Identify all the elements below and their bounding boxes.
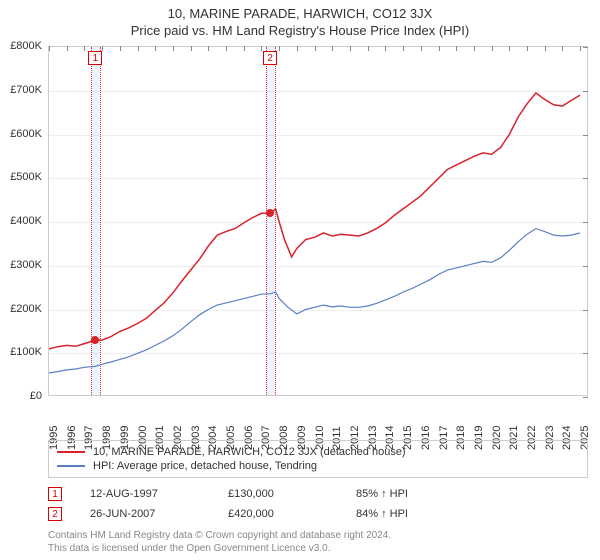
y-tick-label: £800K [10, 40, 42, 52]
legend-label: HPI: Average price, detached house, Tend… [93, 460, 317, 472]
sales-table: 1 12-AUG-1997 £130,000 85% ↑ HPI 2 26-JUN-200… [48, 484, 588, 524]
footnote-line2: This data is licensed under the Open Gov… [48, 543, 330, 554]
y-tick-label: £200K [10, 303, 42, 315]
subtitle: Price paid vs. HM Land Registry's House … [0, 23, 600, 38]
y-tick-label: £300K [10, 259, 42, 271]
sale-price: £420,000 [228, 508, 328, 520]
series-svg [49, 47, 589, 397]
series-line [49, 93, 580, 349]
y-axis-labels: £0£100K£200K£300K£400K£500K£600K£700K£80… [0, 46, 46, 396]
series-line [49, 229, 580, 373]
sale-hpi-pct: 84% ↑ HPI [356, 508, 408, 520]
legend-swatch [57, 451, 85, 453]
legend-label: 10, MARINE PARADE, HARWICH, CO12 3JX (de… [93, 446, 406, 458]
y-tick-label: £400K [10, 215, 42, 227]
x-axis-labels: 1995199619971998199920002001200220032004… [48, 398, 588, 438]
sale-price: £130,000 [228, 488, 328, 500]
y-tick-label: £100K [10, 346, 42, 358]
sale-row-marker: 2 [48, 507, 62, 521]
y-tick-label: £500K [10, 171, 42, 183]
legend-box: 10, MARINE PARADE, HARWICH, CO12 3JX (de… [48, 440, 588, 478]
sale-point [266, 209, 274, 217]
sale-row-marker: 1 [48, 487, 62, 501]
legend-swatch [57, 465, 85, 467]
legend-item: 10, MARINE PARADE, HARWICH, CO12 3JX (de… [57, 445, 579, 459]
sale-hpi-pct: 85% ↑ HPI [356, 488, 408, 500]
y-tick-label: £600K [10, 128, 42, 140]
root: 10, MARINE PARADE, HARWICH, CO12 3JX Pri… [0, 0, 600, 560]
sale-date: 12-AUG-1997 [90, 488, 200, 500]
sale-date: 26-JUN-2007 [90, 508, 200, 520]
sale-row: 2 26-JUN-2007 £420,000 84% ↑ HPI [48, 504, 588, 524]
address-title: 10, MARINE PARADE, HARWICH, CO12 3JX [0, 6, 600, 21]
sale-marker-flag: 2 [263, 51, 277, 65]
title-block: 10, MARINE PARADE, HARWICH, CO12 3JX Pri… [0, 0, 600, 40]
footnote: Contains HM Land Registry data © Crown c… [48, 530, 588, 555]
footnote-line1: Contains HM Land Registry data © Crown c… [48, 530, 391, 541]
y-tick-label: £700K [10, 84, 42, 96]
sale-row: 1 12-AUG-1997 £130,000 85% ↑ HPI [48, 484, 588, 504]
legend-item: HPI: Average price, detached house, Tend… [57, 459, 579, 473]
chart-plot-area: 12 [48, 46, 588, 396]
sale-point [91, 336, 99, 344]
sale-marker-flag: 1 [88, 51, 102, 65]
y-tick-label: £0 [30, 390, 42, 402]
